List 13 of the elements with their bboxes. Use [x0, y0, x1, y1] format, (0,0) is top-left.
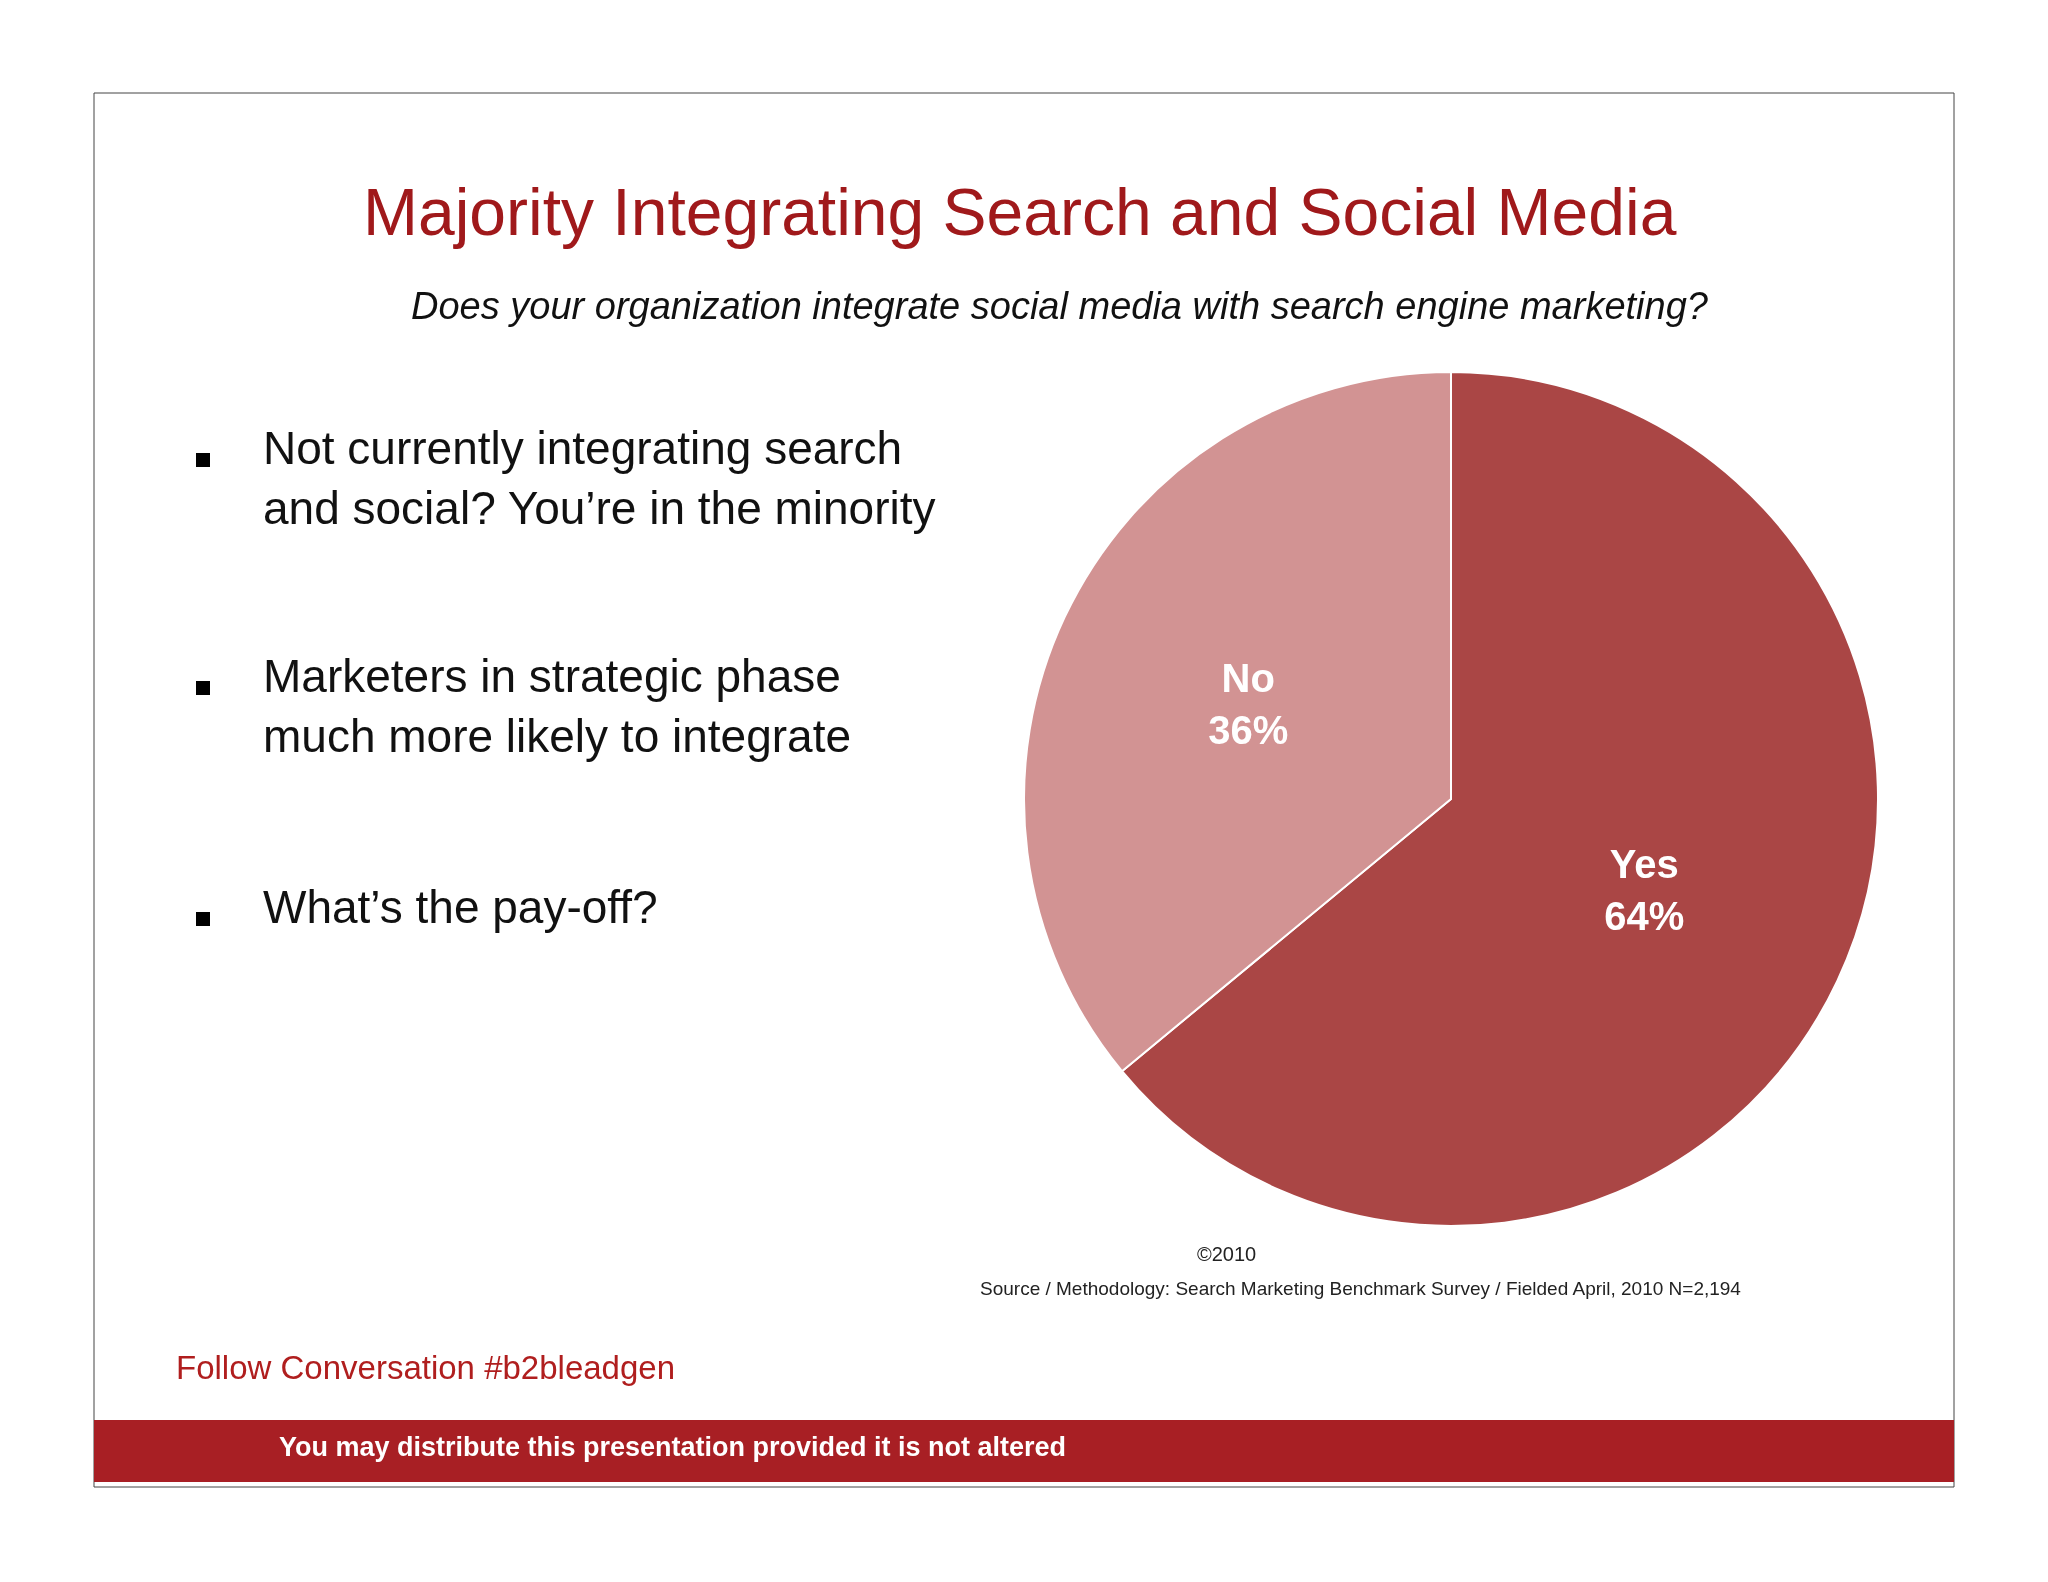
text: Follow Conversation #b2bleadgen	[176, 1349, 675, 1386]
chart-title: Majority Integrating Search and Social Media	[363, 175, 1677, 249]
data-label: 64%	[1604, 893, 1685, 938]
data-label: 36%	[1208, 707, 1289, 752]
text: Marketers in strategic phase much more likely to integrate	[263, 650, 852, 762]
chart-subtitle: Does your organization integrate social media with search engine marketing?	[411, 285, 1709, 327]
text: What’s the pay-off?	[263, 881, 658, 933]
text: Not currently integrating search and social? You’re in the minority	[263, 422, 936, 534]
slice-label: Yes	[1609, 841, 1679, 886]
text: You may distribute this presentation provided it is not altered	[279, 1432, 1067, 1462]
source-note: Source / Methodology: Search Marketing Benchmark Survey / Fielded April, 2010 N=2,194	[980, 1278, 1742, 1299]
text: ©2010	[1197, 1243, 1257, 1265]
slice-label: No	[1221, 655, 1275, 700]
